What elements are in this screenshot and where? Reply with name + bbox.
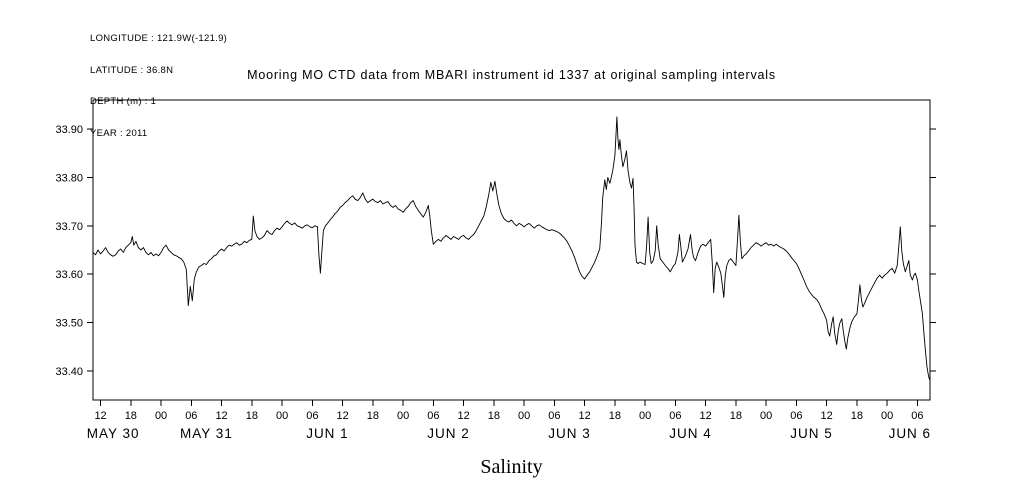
- x-tick-label: 12: [457, 410, 469, 422]
- x-tick-label: 12: [94, 410, 106, 422]
- x-tick-label: 06: [669, 410, 681, 422]
- x-tick-label: 18: [367, 410, 379, 422]
- x-tick-label: 12: [821, 410, 833, 422]
- date-label: JUN 1: [306, 426, 349, 441]
- salinity-line: [92, 116, 930, 380]
- plot-border: [92, 99, 931, 401]
- y-tick-label: 33.90: [55, 124, 83, 136]
- date-label: JUN 6: [889, 426, 932, 441]
- x-tick-label: 06: [427, 410, 439, 422]
- date-label: MAY 30: [87, 426, 140, 441]
- x-tick-label: 18: [246, 410, 258, 422]
- date-label: MAY 31: [180, 426, 233, 441]
- station-metadata: LONGITUDE : 121.9W(-121.9) LATITUDE : 36…: [90, 13, 227, 160]
- x-tick-label: 00: [881, 410, 893, 422]
- x-tick-label: 18: [488, 410, 500, 422]
- x-tick-label: 06: [306, 410, 318, 422]
- y-tick-label: 33.50: [55, 318, 83, 330]
- x-tick-label: 00: [397, 410, 409, 422]
- y-tick-label: 33.60: [55, 269, 83, 281]
- x-tick-label: 12: [215, 410, 227, 422]
- x-tick-label: 06: [911, 410, 923, 422]
- y-tick-label: 33.70: [55, 221, 83, 233]
- x-tick-label: 06: [790, 410, 802, 422]
- chart-title: Mooring MO CTD data from MBARI instrumen…: [247, 68, 776, 82]
- x-tick-label: 18: [730, 410, 742, 422]
- metadata-longitude: LONGITUDE : 121.9W(-121.9): [90, 33, 228, 44]
- date-label: JUN 3: [548, 426, 591, 441]
- x-tick-label: 00: [760, 410, 772, 422]
- x-tick-label: 00: [518, 410, 530, 422]
- date-label: JUN 2: [427, 426, 470, 441]
- x-tick-label: 12: [336, 410, 348, 422]
- x-tick-label: 00: [276, 410, 288, 422]
- x-tick-label: 06: [548, 410, 560, 422]
- metadata-depth: DEPTH (m) : 1: [90, 96, 157, 107]
- y-tick-label: 33.40: [55, 366, 83, 378]
- metadata-latitude: LATITUDE : 36.8N: [90, 64, 174, 76]
- x-tick-label: 00: [155, 410, 167, 422]
- x-tick-label: 06: [185, 410, 197, 422]
- x-tick-label: 00: [639, 410, 651, 422]
- metadata-year: YEAR : 2011: [90, 127, 148, 139]
- x-tick-label: 12: [699, 410, 711, 422]
- x-tick-label: 12: [578, 410, 590, 422]
- date-label: JUN 4: [669, 426, 712, 441]
- x-tick-label: 18: [609, 410, 621, 422]
- x-tick-label: 18: [851, 410, 863, 422]
- x-tick-label: 18: [125, 410, 137, 422]
- variable-label: Salinity: [480, 456, 543, 478]
- y-tick-label: 33.80: [55, 172, 83, 184]
- date-label: JUN 5: [790, 426, 833, 441]
